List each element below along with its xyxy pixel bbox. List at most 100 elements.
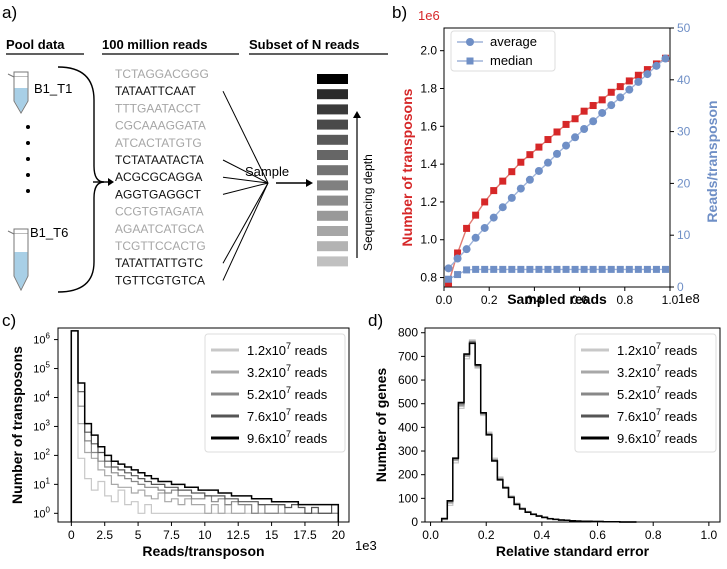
y-left-tick-label: 1.0	[420, 233, 437, 247]
legend-label: 9.6x107 reads	[617, 429, 698, 446]
sequence-read: TCTATAATACTA	[115, 153, 204, 167]
data-point-median	[454, 271, 462, 279]
x-tick-label: 20	[332, 528, 346, 542]
data-point-number-of-transposons	[490, 187, 498, 195]
legend-box	[204, 333, 346, 453]
data-point-median	[481, 265, 489, 273]
data-point-median	[643, 265, 651, 273]
arrow-head	[353, 111, 361, 118]
depth-bar	[317, 241, 348, 252]
data-point-average	[562, 141, 571, 150]
x-tick-label: 10	[198, 528, 212, 542]
legend-label: 9.6x107 reads	[247, 429, 328, 446]
data-point-median	[553, 265, 561, 273]
panel-label-a: a)	[2, 3, 17, 22]
data-point-number-of-transposons	[517, 158, 525, 166]
y-left-tick-label: 1.8	[420, 81, 437, 95]
data-point-median	[625, 265, 633, 273]
x-tick-label: 0.0	[436, 293, 453, 307]
plot-frame	[57, 327, 350, 523]
panel-a-schematic: Pool data 100 million reads Subset of N …	[6, 37, 388, 293]
x-tick-label: 2.5	[96, 528, 113, 542]
sequence-read: TCGTTCCACTG	[115, 239, 206, 253]
y-tick-label: 700	[398, 349, 418, 363]
header-reads: 100 million reads	[102, 37, 208, 52]
histogram-series-9-6x10-7-reads	[440, 342, 637, 523]
sample-connector	[222, 90, 269, 184]
sample-connector	[222, 182, 269, 195]
data-point-number-of-transposons	[535, 143, 543, 151]
ellipsis-dot	[26, 157, 30, 161]
tube-icon	[7, 228, 29, 292]
y-right-tick-label: 50	[677, 21, 691, 35]
data-point-average	[543, 158, 552, 167]
data-point-median	[580, 265, 588, 273]
data-point-number-of-transposons	[499, 177, 507, 185]
sequence-read: ACGCGCAGGA	[115, 170, 202, 184]
y-tick-label: 100	[398, 491, 418, 505]
depth-bar	[317, 74, 348, 84]
y-tick-label: 101	[33, 476, 50, 491]
data-point-average	[598, 108, 607, 117]
y-tick-label: 800	[398, 326, 418, 340]
sample-connectors	[222, 90, 269, 281]
x-tick-label: 1.0	[701, 528, 718, 542]
data-point-average	[553, 149, 561, 158]
depth-bar	[317, 210, 348, 221]
legend-label: 5.2x107 reads	[617, 385, 698, 402]
x-tick-label: 0.6	[589, 528, 606, 542]
sample-connector	[222, 176, 269, 184]
data-point-number-of-transposons	[571, 115, 579, 123]
data-point-median	[607, 265, 615, 273]
data-point-number-of-transposons	[616, 83, 624, 91]
data-point-median	[544, 265, 552, 273]
y-right-axis-label: Reads/transposon	[704, 100, 720, 222]
sample-connector	[222, 159, 269, 184]
ellipsis-dot	[26, 141, 30, 145]
depth-bar	[317, 226, 348, 236]
ellipsis-dot	[26, 173, 30, 177]
header-subset: Subset of N reads	[249, 37, 360, 52]
data-point-average	[489, 213, 498, 222]
data-point-median	[652, 265, 660, 273]
data-point-number-of-transposons	[454, 249, 462, 257]
data-point-average	[444, 264, 453, 273]
data-point-number-of-transposons	[445, 279, 453, 287]
x-tick-label: 0.8	[645, 528, 662, 542]
y-tick-label: 500	[398, 397, 418, 411]
sequence-read: ATCACTATGTG	[115, 136, 202, 150]
x-tick-label: 0.8	[616, 293, 633, 307]
panel-label-d: d)	[368, 311, 383, 330]
header-pool-data: Pool data	[6, 37, 65, 52]
x-exponent: 1e3	[355, 538, 377, 553]
depth-bar	[317, 195, 348, 206]
y-right-tick-label: 30	[677, 125, 691, 139]
data-point-median	[661, 265, 669, 273]
x-axis-label: Reads/transposon	[142, 543, 264, 559]
y-right-tick-label: 40	[677, 73, 691, 87]
legend-marker	[466, 38, 474, 46]
y-tick-label: 300	[398, 444, 418, 458]
depth-bar	[317, 104, 348, 115]
y-left-tick-label: 1.6	[420, 119, 437, 133]
histogram-series-5-2x10-7-reads	[70, 330, 339, 522]
sequence-read: TATAATTCAAT	[115, 84, 197, 98]
y-tick-label: 104	[33, 389, 50, 404]
data-point-average	[534, 166, 543, 175]
data-point-average	[525, 175, 534, 184]
series-line-number-of-transposons	[447, 57, 666, 284]
data-point-number-of-transposons	[598, 96, 606, 104]
sequence-list: TCTAGGACGGG TATAATTCAAT TTTGAATACCT CGCAAAG…	[115, 67, 209, 287]
sequence-read: AGGTGAGGCT	[115, 187, 202, 201]
x-tick-label: 0.2	[478, 528, 495, 542]
sequence-read: CCGTGTAGATA	[115, 205, 204, 219]
data-point-median	[445, 275, 453, 283]
data-point-number-of-transposons	[625, 77, 633, 85]
y-left-axis-label: Number of transposons	[399, 88, 415, 246]
data-point-average	[571, 133, 580, 142]
sample-top-label: B1_T1	[34, 81, 72, 96]
data-point-average	[498, 203, 507, 212]
data-point-average	[616, 93, 625, 102]
data-point-number-of-transposons	[481, 198, 489, 206]
y-tick-label: 102	[33, 447, 50, 462]
